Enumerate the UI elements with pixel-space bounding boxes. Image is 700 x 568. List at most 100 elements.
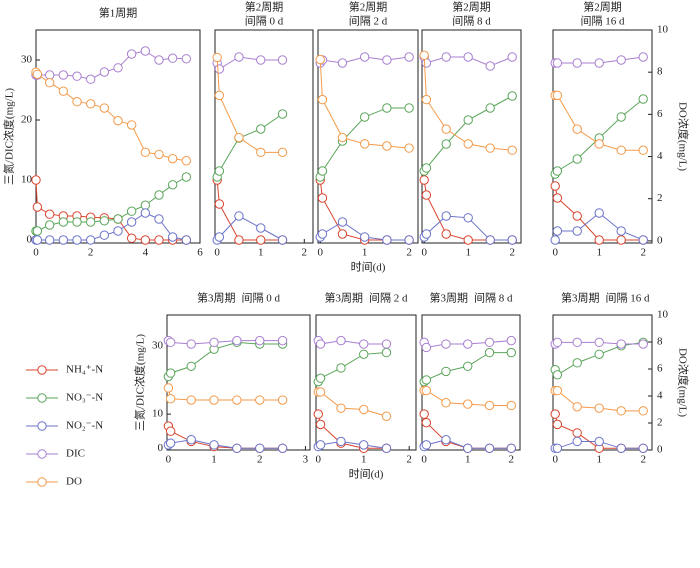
data-point	[234, 211, 244, 221]
data-point	[572, 211, 582, 221]
data-point	[99, 103, 110, 113]
data-point	[404, 103, 414, 113]
data-point	[277, 235, 288, 245]
panel-title: 第3周期	[430, 291, 469, 305]
y2-tick-label: 0	[657, 234, 663, 246]
series-line	[423, 413, 512, 449]
panel-subtitle: 间隔 0 d	[245, 15, 284, 28]
data-point	[594, 58, 604, 68]
x-tick-label: 6	[197, 247, 203, 259]
y-tick-label: 30	[21, 54, 33, 66]
data-point	[421, 94, 432, 105]
x-tick-label: 0	[317, 247, 323, 259]
data-point	[277, 443, 288, 453]
series-line	[168, 340, 283, 345]
data-point	[85, 99, 96, 109]
data-point	[140, 208, 151, 218]
data-point	[506, 400, 516, 411]
data-point	[421, 190, 432, 200]
data-point	[72, 71, 82, 81]
data-point	[616, 235, 626, 245]
series-line	[319, 59, 410, 149]
data-point	[359, 349, 369, 360]
data-point	[550, 409, 560, 419]
data-point	[441, 124, 451, 134]
data-point	[256, 147, 266, 158]
data-point	[552, 226, 563, 236]
data-point	[126, 233, 137, 243]
data-point	[421, 342, 432, 353]
data-point	[485, 61, 495, 71]
data-point	[552, 385, 563, 396]
series-line	[317, 440, 387, 449]
data-point	[315, 419, 326, 430]
data-point	[315, 387, 326, 397]
legend-label: NH₄⁺-N	[66, 364, 103, 376]
y-tick-label: 0	[158, 442, 164, 454]
x-tick-label: 1	[465, 454, 471, 466]
data-point	[485, 235, 495, 245]
data-point	[186, 395, 196, 405]
data-point	[594, 337, 604, 348]
plot-frame	[315, 314, 417, 451]
data-point	[58, 70, 69, 80]
data-point	[256, 55, 266, 65]
data-point	[126, 120, 137, 130]
x-tick-label: 2	[509, 454, 515, 466]
data-point	[572, 58, 582, 68]
data-point	[255, 395, 265, 405]
data-point	[441, 339, 451, 349]
data-point	[484, 400, 495, 411]
data-point	[165, 394, 176, 404]
data-point	[572, 402, 582, 412]
legend-marker	[37, 449, 47, 459]
data-point	[572, 154, 582, 164]
x-tick-label: 1	[362, 247, 368, 259]
data-point	[616, 339, 626, 349]
data-point	[214, 64, 225, 74]
data-point	[638, 443, 648, 453]
x-tick-label: 4	[143, 247, 149, 259]
data-point	[359, 440, 369, 450]
x-axis-label: 时间(d)	[349, 468, 384, 481]
data-point	[441, 366, 451, 377]
data-point	[336, 403, 346, 413]
data-point	[315, 339, 326, 349]
data-point	[506, 347, 516, 358]
data-point	[594, 139, 604, 149]
data-point	[552, 337, 563, 348]
data-point	[165, 368, 176, 378]
data-point	[72, 97, 82, 107]
data-point	[167, 180, 178, 190]
data-point	[552, 90, 563, 101]
data-point	[507, 52, 517, 62]
data-point	[485, 103, 495, 113]
data-point	[337, 132, 348, 143]
data-point	[506, 443, 516, 453]
data-point	[572, 436, 582, 447]
data-point	[359, 52, 370, 62]
data-point	[277, 55, 288, 65]
data-point	[463, 443, 473, 453]
legend-label: NO₃⁻-N	[66, 392, 103, 404]
data-point	[441, 52, 451, 62]
data-point	[317, 94, 328, 105]
data-point	[337, 229, 348, 239]
data-point	[167, 232, 178, 242]
data-point	[404, 52, 414, 62]
data-point	[572, 428, 582, 438]
data-point	[507, 235, 517, 245]
data-point	[594, 403, 604, 413]
data-point	[209, 395, 219, 405]
series-line	[216, 179, 283, 241]
data-point	[441, 229, 451, 239]
legend-marker	[37, 393, 47, 403]
data-point	[214, 232, 225, 242]
data-point	[421, 229, 432, 239]
x-tick-label: 2	[302, 247, 308, 259]
data-point	[421, 163, 432, 173]
data-point	[186, 435, 196, 445]
data-point	[337, 58, 348, 68]
data-point	[382, 55, 392, 65]
data-point	[463, 399, 473, 409]
